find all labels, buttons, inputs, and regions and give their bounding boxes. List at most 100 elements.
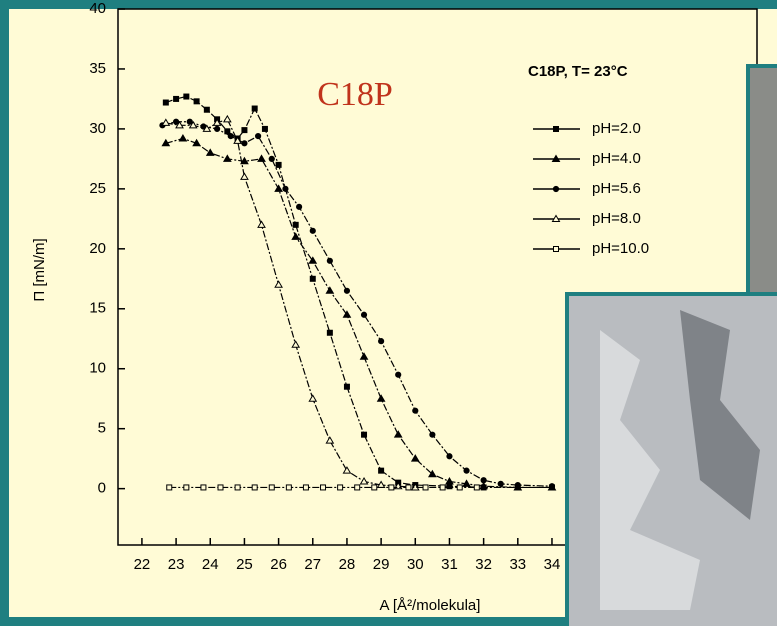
marker (326, 257, 333, 264)
marker (371, 484, 378, 491)
legend-label: pH=10.0 (592, 240, 649, 257)
marker (161, 118, 171, 126)
x-tick-label: 26 (270, 556, 287, 573)
marker (175, 120, 184, 129)
marker (291, 232, 301, 240)
y-axis-label: Π [mN/m] (31, 238, 48, 301)
marker (342, 466, 352, 474)
marker (410, 454, 420, 462)
marker (325, 286, 335, 294)
marker (188, 120, 198, 129)
y-tick-label: 40 (89, 0, 106, 17)
marker (173, 95, 180, 102)
marker (222, 114, 232, 123)
marker (343, 287, 351, 294)
marker (388, 484, 395, 491)
marker (292, 221, 299, 228)
marker (183, 93, 190, 100)
marker (227, 133, 234, 140)
y-tick-label: 30 (89, 120, 106, 137)
legend-label: pH=8.0 (592, 210, 641, 227)
marker (479, 481, 489, 490)
marker (222, 154, 232, 162)
x-tick-label: 24 (202, 556, 219, 573)
legend-title: C18P, T= 23°C (528, 63, 628, 80)
marker (548, 483, 556, 490)
marker (480, 477, 487, 484)
marker (412, 407, 419, 414)
y-tick-label: 20 (89, 240, 106, 257)
marker (359, 476, 369, 485)
marker (395, 371, 402, 378)
marker (360, 311, 368, 318)
photo-texture (600, 330, 700, 610)
y-tick-label: 25 (89, 180, 106, 197)
marker (551, 154, 561, 162)
marker (217, 484, 224, 491)
marker (162, 99, 169, 106)
marker (274, 280, 283, 288)
marker (302, 484, 309, 491)
y-tick-label: 0 (98, 480, 106, 497)
y-tick-label: 10 (89, 360, 106, 377)
x-tick-label: 23 (168, 556, 185, 573)
marker (342, 310, 352, 318)
marker (261, 125, 268, 132)
marker (166, 484, 173, 491)
annotation: C18P (317, 76, 393, 113)
marker (422, 484, 429, 491)
marker (251, 484, 258, 491)
marker (320, 484, 327, 491)
marker (240, 172, 249, 180)
marker (178, 134, 188, 142)
x-axis-label: A [Å²/molekula] (380, 597, 481, 614)
marker (268, 155, 275, 162)
marker (446, 453, 453, 460)
marker (463, 467, 470, 474)
y-tick-label: 35 (89, 60, 106, 77)
marker (378, 338, 385, 345)
x-tick-label: 31 (441, 556, 458, 573)
marker (456, 484, 463, 491)
marker (233, 136, 242, 144)
marker (514, 481, 521, 489)
marker (309, 275, 316, 282)
marker (291, 340, 301, 348)
marker (429, 431, 436, 438)
marker (274, 184, 283, 192)
marker (268, 484, 275, 491)
marker (296, 203, 303, 210)
x-tick-label: 28 (339, 556, 356, 573)
legend-label: pH=2.0 (592, 120, 641, 137)
marker (308, 256, 318, 264)
marker (553, 246, 559, 252)
marker (551, 214, 561, 222)
marker (200, 484, 207, 491)
marker (255, 133, 262, 140)
marker (251, 105, 258, 112)
marker (361, 431, 368, 438)
marker (497, 480, 504, 487)
x-tick-label: 27 (304, 556, 321, 573)
marker (325, 436, 335, 444)
marker (161, 138, 171, 147)
x-tick-label: 32 (475, 556, 492, 573)
marker (193, 98, 200, 105)
marker (285, 484, 292, 491)
marker (234, 484, 241, 491)
marker (473, 484, 480, 491)
x-tick-label: 30 (407, 556, 424, 573)
marker (439, 484, 446, 491)
marker (462, 479, 471, 487)
photo-texture (680, 310, 760, 520)
marker (359, 352, 369, 360)
marker (205, 148, 215, 156)
marker (186, 118, 193, 125)
x-tick-label: 29 (373, 556, 390, 573)
marker (203, 106, 210, 113)
marker (343, 383, 350, 390)
marker (275, 161, 282, 168)
marker (282, 185, 289, 192)
marker (428, 469, 437, 478)
